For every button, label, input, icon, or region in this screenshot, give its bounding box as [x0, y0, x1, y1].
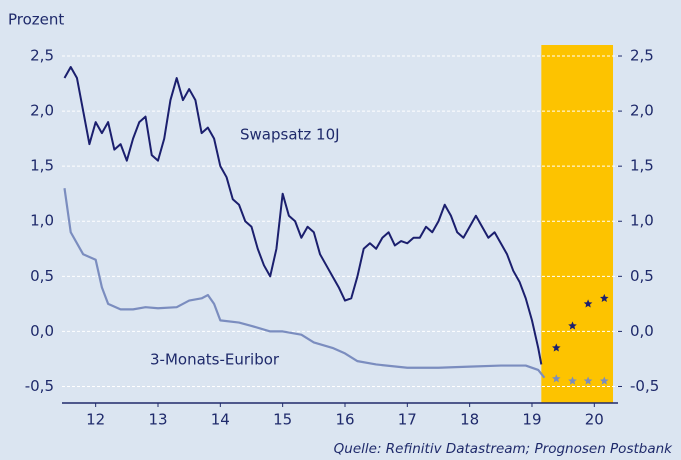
forecast-star: [568, 321, 577, 330]
source: Quelle: Refinitiv Datastream; Prognosen …: [334, 441, 673, 457]
y-tick-label: -0,5: [25, 377, 54, 395]
y-tick-label: 2,0: [30, 102, 54, 120]
x-tick-label: 15: [273, 411, 292, 429]
x-tick-label: 14: [211, 411, 230, 429]
x-tick-label: 13: [148, 411, 167, 429]
y-tick-label: 1,0: [30, 212, 54, 230]
forecast-star: [583, 299, 593, 308]
y2-tick-label: -0,5: [630, 377, 659, 395]
y2-tick-label: 1,0: [630, 212, 654, 230]
forecast-star: [600, 376, 609, 385]
y2-tick-label: 0,0: [630, 322, 654, 340]
line-series: [63, 188, 546, 379]
y2-tick-label: 2,5: [630, 47, 654, 65]
y-tick-label: 0,5: [30, 267, 54, 285]
forecast-band: [541, 45, 614, 403]
forecast-star: [552, 343, 561, 352]
series-label: 3-Monats-Euribor: [150, 351, 280, 369]
x-tick-label: 17: [398, 411, 417, 429]
x-tick-label: 20: [585, 411, 604, 429]
y2-tick-label: 2,0: [630, 102, 654, 120]
y-tick-label: 2,5: [30, 47, 54, 65]
x-tick-label: 19: [522, 411, 541, 429]
y2-tick-label: 0,5: [630, 267, 654, 285]
y-tick-label: 1,5: [30, 157, 54, 175]
forecast-star: [568, 376, 577, 385]
x-tick-label: 18: [460, 411, 479, 429]
forecast-star: [600, 293, 609, 302]
forecast-star: [583, 376, 593, 385]
y2-tick-label: 1,5: [630, 157, 654, 175]
x-tick-label: 12: [86, 411, 105, 429]
x-tick-label: 16: [335, 411, 354, 429]
series-label: Swapsatz 10J: [240, 126, 340, 144]
y-axis-label: Prozent: [8, 11, 64, 29]
y-tick-label: 0,0: [30, 322, 54, 340]
line-series: [63, 66, 543, 365]
forecast-star: [552, 374, 561, 383]
